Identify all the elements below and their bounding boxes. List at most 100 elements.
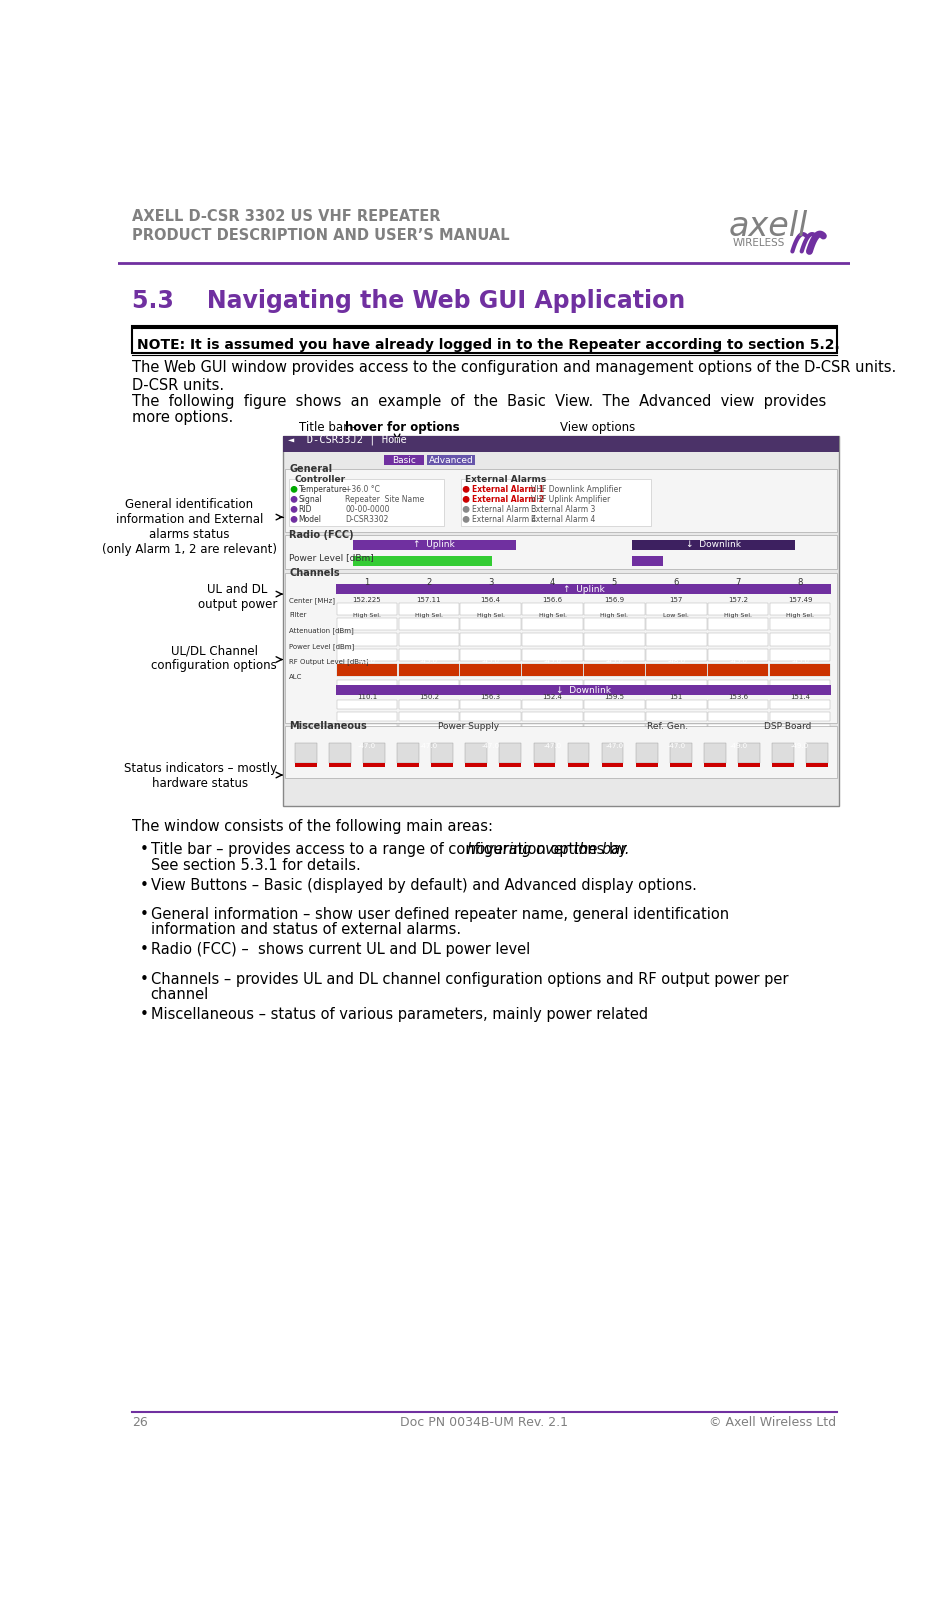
Text: •: • (140, 972, 148, 986)
Text: 151: 151 (669, 694, 683, 700)
Circle shape (463, 516, 468, 521)
Bar (460, 618, 520, 631)
Bar (398, 736, 459, 746)
Text: High Sel.: High Sel. (414, 613, 443, 618)
Text: 1: 1 (363, 578, 369, 587)
Text: The window consists of the following main areas:: The window consists of the following mai… (132, 820, 493, 834)
Bar (769, 749, 830, 759)
Bar (769, 633, 830, 646)
Text: •: • (140, 843, 148, 857)
Text: NOTE: It is assumed you have already logged in to the Repeater according to sect: NOTE: It is assumed you have already log… (137, 339, 838, 352)
Text: 4: 4 (549, 578, 554, 587)
Text: UL/DL Channel
configuration options: UL/DL Channel configuration options (151, 644, 277, 671)
Text: +36.0 °C: +36.0 °C (345, 484, 379, 494)
Text: The  following  figure  shows  an  example  of  the  Basic  View.  The  Advanced: The following figure shows an example of… (132, 394, 825, 410)
Bar (635, 763, 657, 767)
Bar (336, 618, 396, 631)
Text: High Sel.: High Sel. (599, 613, 628, 618)
Text: Basic: Basic (392, 455, 415, 465)
Bar (707, 712, 767, 721)
Bar (335, 584, 830, 594)
Text: Miscellaneous: Miscellaneous (289, 721, 367, 731)
Text: -45.0: -45.0 (543, 659, 561, 665)
Text: High Sel.: High Sel. (538, 613, 566, 618)
Bar (583, 712, 644, 721)
Bar (583, 749, 644, 759)
Text: -47.0: -47.0 (543, 742, 561, 749)
Text: -45.0: -45.0 (419, 659, 437, 665)
Text: 152.225: 152.225 (352, 597, 380, 602)
Bar (769, 749, 830, 759)
Text: Title bar – provides access to a range of configuration options by: Title bar – provides access to a range o… (150, 843, 631, 857)
Bar (522, 649, 582, 662)
Bar (805, 763, 827, 767)
Bar (522, 749, 582, 759)
Text: 6: 6 (673, 578, 679, 587)
Bar (460, 679, 520, 692)
Text: RID: RID (298, 505, 312, 513)
Bar (522, 618, 582, 631)
Bar (464, 763, 486, 767)
Text: -45.0: -45.0 (729, 659, 747, 665)
Text: 156.3: 156.3 (480, 694, 500, 700)
Text: -45.0: -45.0 (481, 659, 499, 665)
Text: UL and DL
output power: UL and DL output power (197, 583, 277, 610)
Text: External Alarms: External Alarms (464, 476, 546, 484)
Bar (522, 663, 582, 676)
Bar (533, 763, 555, 767)
Text: High Sel.: High Sel. (476, 613, 504, 618)
Text: 26: 26 (132, 1415, 147, 1428)
Bar (329, 763, 350, 767)
Text: 151.4: 151.4 (789, 694, 809, 700)
Bar (646, 633, 706, 646)
Text: ◄  D-CSR33J2 | Home: ◄ D-CSR33J2 | Home (288, 434, 406, 445)
Text: hovering over the bar.: hovering over the bar. (467, 843, 630, 857)
Text: Doc PN 0034B-UM Rev. 2.1: Doc PN 0034B-UM Rev. 2.1 (400, 1415, 567, 1428)
Bar (398, 663, 459, 676)
Bar (460, 712, 520, 721)
Circle shape (291, 516, 296, 521)
Text: High Sel.: High Sel. (723, 613, 751, 618)
Bar (336, 649, 396, 662)
Bar (398, 712, 459, 721)
Bar (132, 328, 835, 353)
Bar (464, 744, 486, 763)
Text: 153.6: 153.6 (728, 694, 748, 700)
Text: High Sel.: High Sel. (352, 613, 380, 618)
Bar (398, 699, 459, 709)
Circle shape (291, 507, 296, 512)
Bar (583, 663, 644, 676)
Text: External Alarm 4: External Alarm 4 (471, 515, 535, 523)
Bar (284, 468, 836, 531)
Bar (707, 663, 767, 676)
Text: VHF Uplink Amplifier: VHF Uplink Amplifier (531, 494, 610, 504)
Text: ↑  Uplink: ↑ Uplink (562, 584, 604, 594)
Text: -47.0: -47.0 (666, 742, 684, 749)
Bar (583, 749, 644, 759)
Text: PRODUCT DESCRIPTION AND USER’S MANUAL: PRODUCT DESCRIPTION AND USER’S MANUAL (132, 228, 509, 242)
Bar (769, 699, 830, 709)
Text: 157: 157 (669, 597, 683, 602)
Bar (522, 699, 582, 709)
Bar (460, 633, 520, 646)
Bar (583, 725, 644, 733)
Bar (522, 736, 582, 746)
Text: 5: 5 (611, 578, 616, 587)
Bar (460, 725, 520, 733)
Text: -47.0: -47.0 (605, 742, 623, 749)
Text: Signal: Signal (298, 494, 322, 504)
Bar (398, 618, 459, 631)
Bar (336, 679, 396, 692)
Text: RF Output Level [dBm]: RF Output Level [dBm] (289, 659, 368, 665)
Bar (632, 541, 794, 550)
Bar (460, 749, 520, 759)
Text: •: • (140, 907, 148, 922)
Circle shape (463, 487, 468, 492)
Text: View options: View options (559, 421, 634, 434)
Text: 7: 7 (734, 578, 740, 587)
Bar (498, 744, 520, 763)
Bar (771, 763, 793, 767)
Bar (398, 749, 459, 759)
Text: External Alarm 3: External Alarm 3 (531, 505, 595, 513)
Bar (396, 744, 418, 763)
